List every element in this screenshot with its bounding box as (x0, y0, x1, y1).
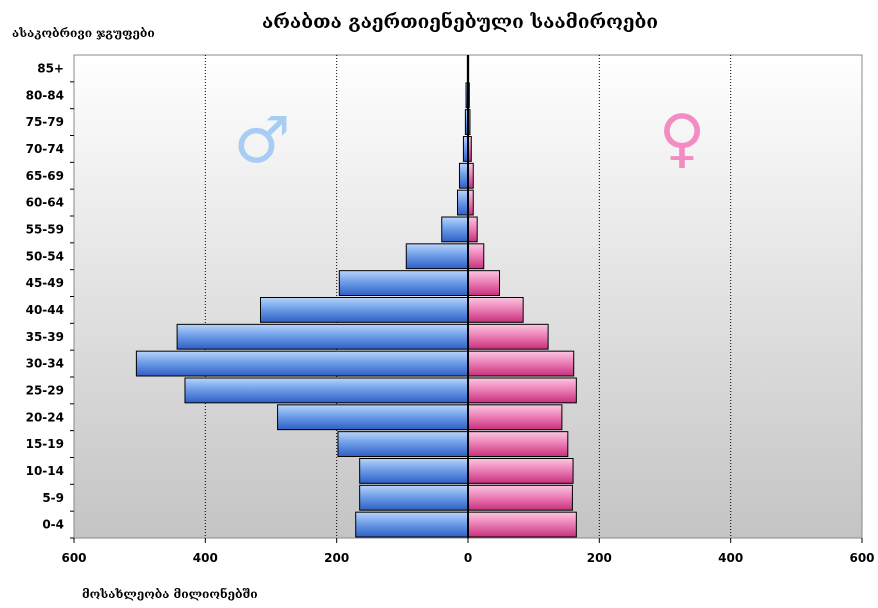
x-axis-label: მოსახლეობა მილიონებში (82, 586, 258, 601)
bar-male-50-54 (405, 243, 469, 270)
bar-male-45-49 (338, 270, 469, 296)
y-axis-label: ასაკობრივი ჯგუფები (12, 26, 155, 40)
bar-female-35-39 (467, 323, 549, 350)
y-tick-label: 65-69 (26, 169, 64, 183)
x-tick-label: 200 (324, 551, 349, 565)
x-tick-label: 0 (464, 551, 472, 565)
y-tick-label: 80-84 (26, 88, 64, 102)
bar-female-10-14 (467, 458, 574, 484)
bar-male-35-39 (176, 323, 469, 350)
bar-female-20-24 (467, 404, 563, 431)
y-tick-label: 35-39 (26, 330, 64, 344)
bar-male-60-64 (456, 189, 469, 216)
y-tick-label: 20-24 (26, 410, 64, 424)
y-tick-label: 5-9 (42, 491, 64, 505)
bar-female-5-9 (467, 484, 573, 511)
x-tick-labels: 600 400 200 0 200 400 600 (61, 538, 875, 565)
y-tick-label: 70-74 (26, 142, 64, 156)
bar-female-15-19 (467, 431, 569, 457)
bar-male-55-59 (441, 216, 469, 243)
female-symbol-icon: ♀ (659, 102, 706, 176)
bar-female-25-29 (467, 377, 577, 404)
bar-female-30-34 (467, 350, 575, 377)
bar-male-15-19 (337, 431, 469, 457)
x-tick-label: 600 (849, 551, 874, 565)
bar-male-20-24 (277, 404, 469, 431)
y-tick-labels: 0-4 5-9 10-14 15-19 20-24 25-29 30-34 35-39 40-4… (26, 61, 74, 539)
y-tick-label: 10-14 (26, 464, 64, 478)
y-tick-label: 25-29 (26, 383, 64, 397)
bar-female-50-54 (467, 243, 485, 270)
y-tick-label: 85+ (37, 61, 64, 75)
x-tick-label: 400 (718, 551, 743, 565)
y-tick-label: 75-79 (26, 115, 64, 129)
y-tick-label: 40-44 (26, 303, 64, 317)
y-tick-label: 60-64 (26, 196, 64, 210)
bar-female-45-49 (467, 270, 501, 296)
bar-female-40-44 (467, 297, 524, 323)
bar-male-40-44 (259, 297, 469, 323)
y-tick-label: 15-19 (26, 437, 64, 451)
x-tick-label: 400 (193, 551, 218, 565)
bar-female-55-59 (467, 216, 478, 243)
male-symbol-icon: ♂ (233, 104, 290, 178)
y-tick-label: 45-49 (26, 276, 64, 290)
y-tick-label: 0-4 (42, 518, 64, 532)
y-tick-label: 55-59 (26, 222, 64, 236)
gridlines (204, 55, 732, 538)
bar-female-0-4 (467, 511, 577, 538)
bar-male-10-14 (359, 458, 469, 484)
x-tick-label: 200 (587, 551, 612, 565)
bar-male-25-29 (184, 377, 469, 404)
y-tick-label: 50-54 (26, 249, 64, 263)
bar-male-5-9 (359, 484, 469, 511)
bar-male-65-69 (458, 162, 469, 189)
chart-title: არაბთა გაერთიენებული საამიროები (262, 10, 658, 33)
bar-male-30-34 (135, 350, 469, 377)
x-tick-label: 600 (61, 551, 86, 565)
y-tick-label: 30-34 (26, 357, 64, 371)
bar-male-0-4 (355, 511, 469, 538)
